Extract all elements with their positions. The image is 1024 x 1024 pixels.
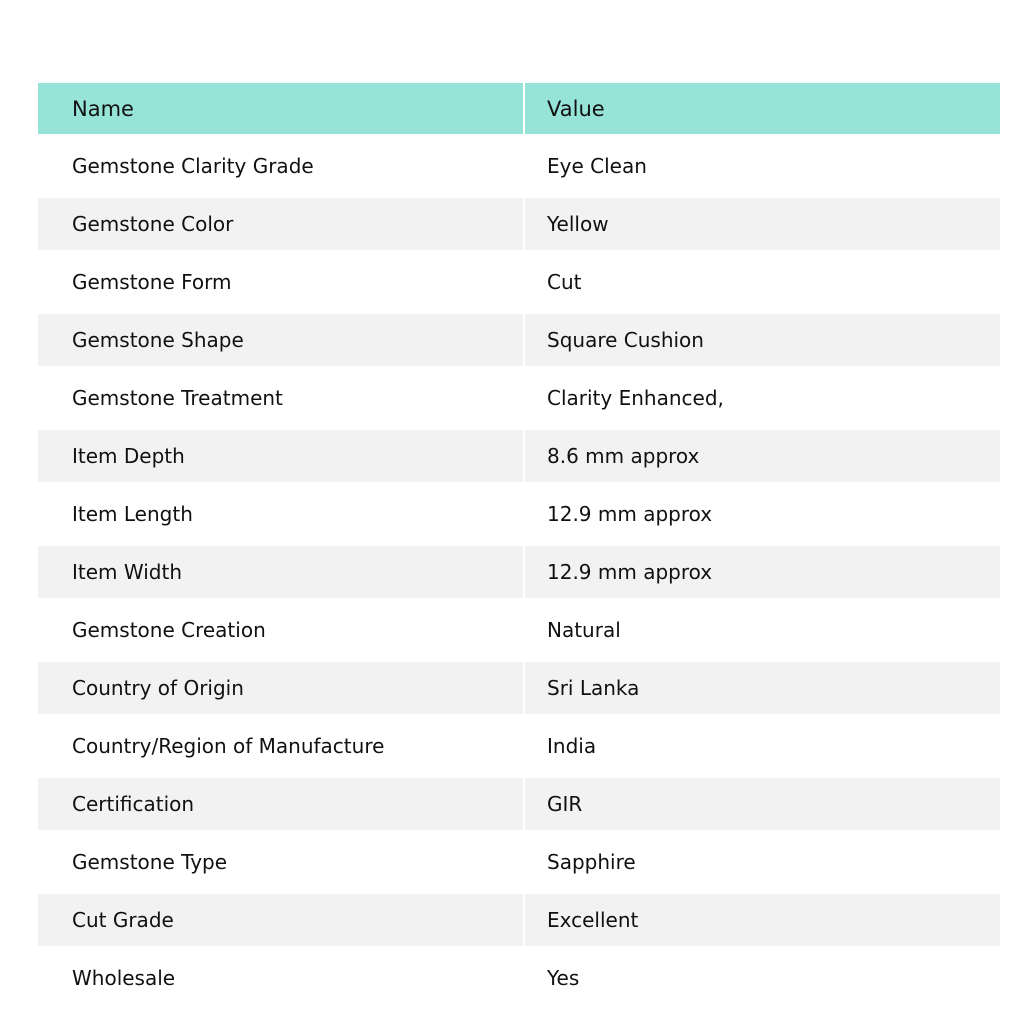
cell-value: 12.9 mm approx [523,546,1000,598]
cell-value: Clarity Enhanced, [523,366,1000,430]
cell-name: Country of Origin [72,676,244,700]
cell-name: Gemstone Form [72,270,232,294]
table-row: Wholesale Yes [38,946,1000,1010]
cell-value: 12.9 mm approx [523,482,1000,546]
cell-value: Eye Clean [523,134,1000,198]
cell-value: Excellent [523,894,1000,946]
table-row: Gemstone Color Yellow [38,198,1000,250]
table-header: Name Value [38,83,1000,134]
table-row: Cut Grade Excellent [38,894,1000,946]
table-row: Item Width 12.9 mm approx [38,546,1000,598]
header-value: Value [523,83,1000,134]
table-row: Gemstone Creation Natural [38,598,1000,662]
cell-value: Cut [523,250,1000,314]
cell-name: Gemstone Type [72,850,228,874]
cell-name: Gemstone Shape [72,328,244,352]
cell-value: Square Cushion [523,314,1000,366]
cell-name: Gemstone Treatment [72,386,283,410]
cell-value: 8.6 mm approx [523,430,1000,482]
cell-value: GIR [523,778,1000,830]
table-row: Gemstone Form Cut [38,250,1000,314]
table-row: Item Depth 8.6 mm approx [38,430,1000,482]
cell-value: Yellow [523,198,1000,250]
cell-name: Item Width [72,560,182,584]
table-body: Gemstone Clarity Grade Eye Clean Gemstone … [38,134,1000,1010]
cell-name: Cut Grade [72,908,174,932]
table-row: Item Length 12.9 mm approx [38,482,1000,546]
cell-name: Gemstone Creation [72,618,266,642]
cell-value: Natural [523,598,1000,662]
table-row: Gemstone Shape Square Cushion [38,314,1000,366]
cell-name: Certification [72,792,195,816]
table-row: Country of Origin Sri Lanka [38,662,1000,714]
cell-name: Gemstone Color [72,212,234,236]
table-row: Gemstone Type Sapphire [38,830,1000,894]
cell-name: Country/Region of Manufacture [72,734,385,758]
cell-name: Item Depth [72,444,185,468]
table-row: Country/Region of Manufacture India [38,714,1000,778]
table-row: Certification GIR [38,778,1000,830]
cell-name: Item Length [72,502,193,526]
cell-name: Wholesale [72,966,176,990]
table-row: Gemstone Clarity Grade Eye Clean [38,134,1000,198]
cell-name: Gemstone Clarity Grade [72,154,314,178]
cell-value: India [523,714,1000,778]
cell-value: Sapphire [523,830,1000,894]
cell-value: Yes [523,946,1000,1010]
header-name: Name [72,96,134,121]
cell-value: Sri Lanka [523,662,1000,714]
specifications-table: Name Value Gemstone Clarity Grade Eye Cle… [38,83,1000,1010]
table-row: Gemstone Treatment Clarity Enhanced, [38,366,1000,430]
